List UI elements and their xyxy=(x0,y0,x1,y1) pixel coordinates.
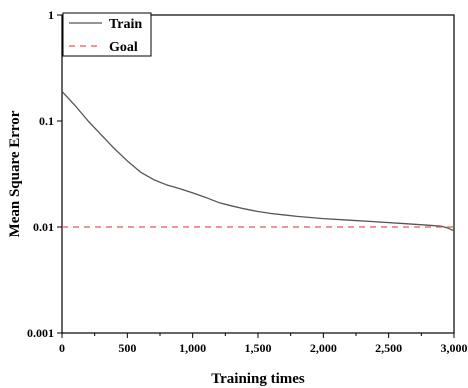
x-tick-label: 1,500 xyxy=(245,341,272,355)
x-axis-title: Training times xyxy=(211,371,305,387)
y-axis-title: Mean Square Error xyxy=(7,110,23,237)
y-tick-label: 0.001 xyxy=(27,326,54,340)
legend: Train Goal xyxy=(62,12,152,57)
x-axis: 0 500 1,000 1,500 2,000 2,500 3,000 xyxy=(59,333,468,355)
plot-frame xyxy=(61,14,455,334)
plot-area xyxy=(61,14,455,334)
x-tick-label: 2,500 xyxy=(375,341,402,355)
x-tick-label: 2,000 xyxy=(310,341,337,355)
legend-label-goal: Goal xyxy=(109,40,138,55)
series-line-train xyxy=(61,91,455,232)
x-tick-label: 0 xyxy=(59,341,65,355)
y-axis: 1 0.1 0.01 0.001 xyxy=(27,8,62,340)
x-tick-label: 1,000 xyxy=(179,341,206,355)
legend-box xyxy=(62,12,152,57)
x-tick-label: 3,000 xyxy=(441,341,468,355)
y-tick-label: 0.1 xyxy=(39,114,54,128)
x-tick-label: 500 xyxy=(118,341,136,355)
series-layer xyxy=(61,91,455,232)
y-tick-label: 1 xyxy=(48,8,54,22)
legend-label-train: Train xyxy=(109,17,142,32)
y-tick-label: 0.01 xyxy=(33,220,54,234)
